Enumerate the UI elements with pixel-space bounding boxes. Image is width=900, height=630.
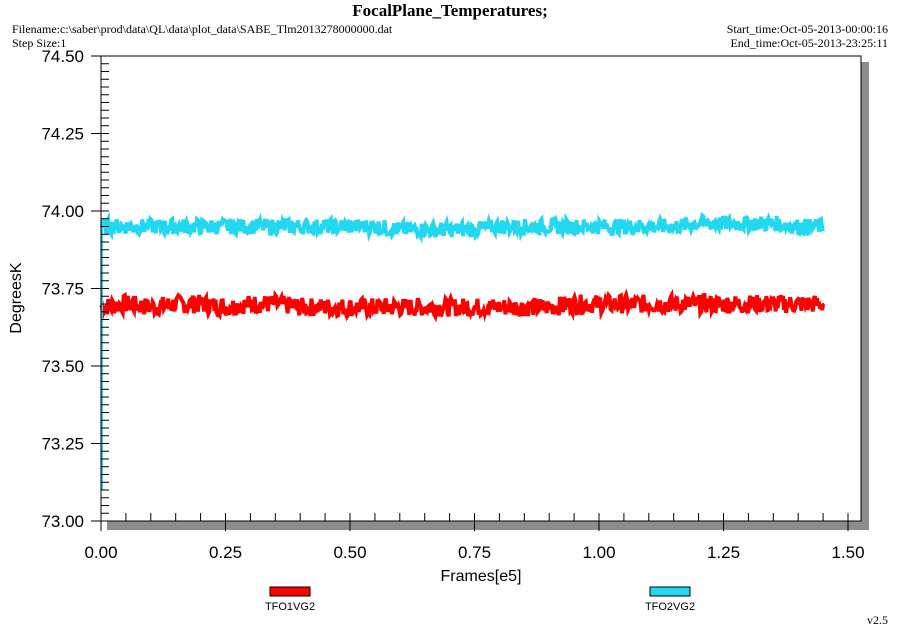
legend-swatch: [649, 586, 691, 597]
y-tick-label: 73.50: [41, 357, 84, 376]
legend-label: TFO2VG2: [645, 601, 695, 613]
y-minor-ticks: [101, 55, 109, 522]
x-ticks: 0.00 0.25 0.50 0.75 1.00 1.25 1.50: [84, 521, 865, 562]
data-point: [672, 303, 675, 305]
x-tick-label: 1.00: [582, 543, 615, 562]
data-point: [647, 225, 650, 228]
data-point: [274, 303, 277, 305]
data-point: [722, 303, 725, 305]
data-point: [249, 225, 252, 228]
data-point: [473, 306, 476, 309]
step-size-label: Step Size:1: [12, 36, 67, 50]
x-tick-label: 0.25: [209, 543, 242, 562]
data-point: [747, 303, 750, 305]
data-point: [622, 225, 625, 228]
data-point: [349, 225, 351, 228]
data-point: [598, 225, 600, 228]
x-tick-label: 0.00: [84, 543, 117, 562]
y-tick-label: 73.00: [41, 512, 84, 531]
data-point: [299, 306, 302, 309]
end-time-label: End_time:Oct-05-2013-23:25:11: [730, 36, 888, 50]
data-point: [772, 222, 775, 225]
data-point: [573, 303, 576, 305]
data-point: [498, 225, 501, 228]
y-tick-label: 73.25: [41, 435, 84, 454]
data-point: [299, 225, 302, 228]
data-point: [473, 228, 476, 231]
data-point: [149, 225, 152, 228]
data-point: [548, 225, 551, 228]
y-tick-label: 74.25: [41, 125, 84, 144]
x-tick-label: 1.25: [707, 543, 740, 562]
data-point: [697, 222, 700, 225]
filename-label: Filename:c:\saber\prod\data\QL\data\plot…: [12, 22, 393, 36]
data-point: [199, 225, 202, 228]
series-line-tfo1vg2: [99, 288, 826, 323]
y-tick-label: 74.50: [41, 47, 84, 66]
start-time-label: Start_time:Oct-05-2013-00:00:16: [726, 22, 888, 36]
plot-area: [100, 55, 862, 522]
data-point: [747, 222, 750, 225]
data-point: [423, 306, 426, 309]
data-point: [722, 222, 725, 225]
data-point: [797, 225, 800, 228]
y-tick-label: 73.75: [41, 280, 84, 299]
data-point: [249, 303, 252, 305]
data-point: [274, 225, 277, 228]
y-ticks: 73.00 73.25 73.50 73.75 74.00 74.25 74.50: [41, 47, 101, 531]
data-point: [199, 303, 202, 305]
data-point: [448, 228, 451, 231]
y-tick-label: 74.00: [41, 202, 84, 221]
series-line-tfo2vg2: [99, 211, 826, 244]
data-point: [822, 225, 825, 228]
data-point: [523, 225, 526, 228]
data-point: [174, 225, 177, 228]
legend: TFO1VG2 TFO2VG2: [265, 586, 695, 613]
data-point: [324, 306, 327, 309]
data-point: [349, 306, 351, 309]
data-point: [573, 225, 576, 228]
x-tick-label: 1.50: [831, 543, 864, 562]
data-point: [772, 303, 775, 305]
data-point: [423, 228, 426, 231]
x-minor-ticks: [100, 513, 849, 521]
chart-title: FocalPlane_Temperatures;: [352, 1, 548, 20]
data-point: [448, 306, 451, 309]
data-point: [822, 303, 825, 305]
data-point: [398, 306, 401, 309]
data-point: [622, 303, 625, 305]
data-point: [797, 303, 800, 305]
data-point: [149, 306, 152, 309]
data-point: [124, 225, 127, 228]
data-point: [174, 303, 177, 305]
data-point: [373, 306, 376, 309]
x-tick-label: 0.50: [333, 543, 366, 562]
data-point: [598, 303, 600, 305]
legend-swatch: [269, 586, 311, 597]
data-point: [224, 225, 227, 228]
version-label: v2.5: [867, 613, 888, 627]
data-point: [498, 306, 501, 309]
y-axis-label: DegreesK: [8, 262, 25, 333]
data-point: [224, 306, 227, 309]
x-tick-label: 0.75: [458, 543, 491, 562]
data-point: [523, 306, 526, 309]
series-layer: [99, 211, 826, 490]
data-point: [398, 228, 401, 231]
legend-label: TFO1VG2: [265, 601, 315, 613]
data-point: [324, 225, 327, 228]
data-point: [697, 303, 700, 305]
data-point: [548, 306, 551, 309]
data-point: [672, 225, 675, 228]
data-point: [373, 225, 376, 228]
data-point: [647, 303, 650, 305]
x-axis-label: Frames[e5]: [441, 568, 522, 585]
data-point: [124, 303, 127, 305]
